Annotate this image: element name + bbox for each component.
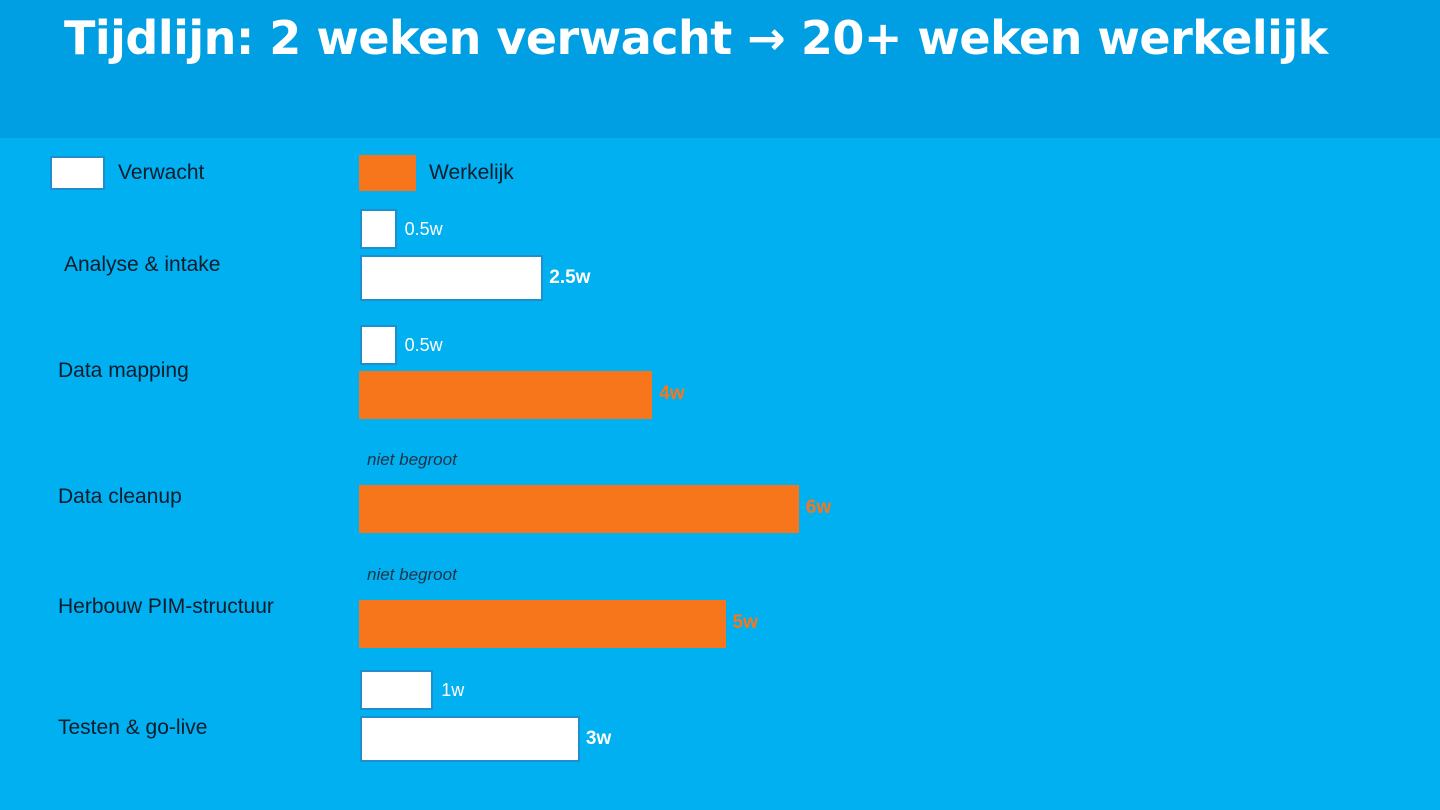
category-label: Herbouw PIM-structuur — [58, 595, 274, 618]
title-bar: Tijdlijn: 2 weken verwacht → 20+ weken w… — [0, 0, 1440, 138]
expected-value-label: 1w — [441, 680, 465, 700]
actual-bar — [359, 371, 653, 419]
expected-value-label: 0.5w — [404, 335, 443, 355]
expected-bar — [360, 670, 434, 710]
legend-swatch-expected — [50, 156, 105, 190]
actual-bar — [359, 600, 726, 648]
actual-value-label: 4w — [659, 383, 685, 404]
actual-value-label: 5w — [732, 612, 758, 633]
page-title: Tijdlijn: 2 weken verwacht → 20+ weken w… — [64, 11, 1328, 65]
category-label: Data cleanup — [58, 485, 182, 508]
expected-bar — [360, 325, 397, 365]
legend-label-actual: Werkelijk — [429, 161, 514, 184]
actual-bar — [360, 716, 580, 762]
category-label: Analyse & intake — [64, 253, 221, 276]
expected-note-label: niet begroot — [367, 450, 457, 469]
actual-value-label: 6w — [805, 497, 832, 518]
expected-note-label: niet begroot — [367, 565, 457, 584]
legend-swatch-actual — [359, 155, 416, 191]
actual-value-label: 3w — [585, 728, 612, 749]
actual-value-label: 2.5w — [549, 267, 591, 288]
category-label: Data mapping — [58, 359, 189, 382]
actual-bar — [359, 485, 799, 533]
category-label: Testen & go-live — [58, 716, 208, 739]
actual-bar — [360, 255, 544, 301]
legend-label-expected: Verwacht — [118, 161, 205, 184]
expected-bar — [360, 209, 397, 249]
expected-value-label: 0.5w — [404, 219, 443, 239]
